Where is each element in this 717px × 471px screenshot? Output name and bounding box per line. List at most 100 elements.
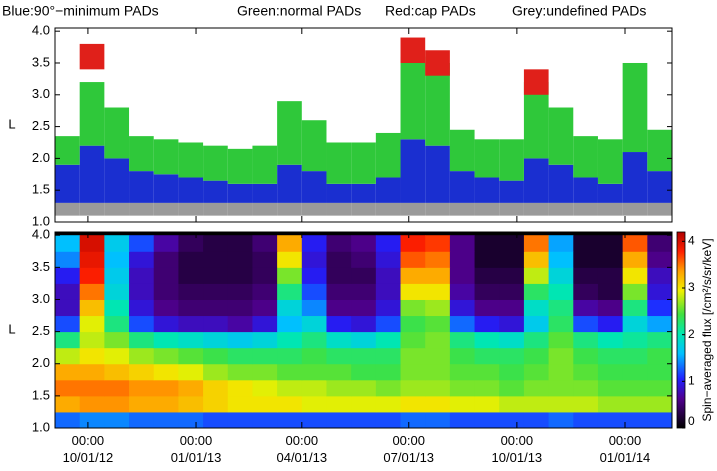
flux-cell (573, 315, 599, 333)
flux-cell (351, 411, 377, 429)
y-tick-label: 2.5 (32, 323, 50, 338)
flux-cell (351, 363, 377, 381)
flux-cell (375, 315, 402, 333)
flux-cell (252, 347, 278, 365)
x-tick-label: 00:00 01/01/13 (170, 433, 222, 465)
flux-cell (178, 395, 204, 413)
flux-cell (647, 251, 673, 268)
x-tick-label: 00:00 10/01/12 (62, 433, 114, 465)
flux-cell (277, 283, 303, 300)
flux-cell (425, 395, 451, 413)
flux-cell (573, 283, 599, 300)
flux-cell (573, 251, 599, 268)
flux-cell (351, 235, 377, 252)
legend-label: Green:normal PADs (237, 3, 361, 19)
flux-cell (400, 315, 426, 333)
pad-range (573, 136, 598, 178)
flux-cell (227, 235, 253, 252)
flux-cell (425, 299, 451, 317)
flux-cell (449, 251, 476, 268)
pad-range (622, 152, 648, 203)
flux-cell (573, 363, 599, 381)
flux-cell (548, 283, 574, 300)
flux-cell (499, 299, 525, 317)
flux-cell (203, 411, 229, 429)
flux-cell (55, 363, 81, 381)
flux-cell (449, 315, 476, 333)
flux-cell (499, 411, 525, 429)
flux-cell (178, 347, 204, 365)
pad-range (104, 107, 130, 159)
flux-cell (425, 235, 451, 252)
flux-cell (153, 251, 179, 268)
x-tick-label: 00:00 10/01/13 (491, 433, 543, 465)
flux-cell (548, 363, 574, 381)
pad-range (597, 139, 623, 184)
flux-cell (548, 267, 574, 284)
flux-cell (622, 379, 648, 397)
flux-cell (474, 315, 500, 333)
flux-cell (351, 379, 377, 397)
pad-range (55, 202, 80, 216)
flux-cell (573, 379, 599, 397)
flux-cell (301, 379, 327, 397)
flux-cell (252, 235, 278, 252)
y-tick-label: 4.0 (32, 23, 50, 38)
flux-cell (474, 299, 500, 317)
flux-cell (449, 379, 476, 397)
plot-frame (54, 231, 673, 429)
pad-range (178, 142, 204, 178)
flux-cell (227, 299, 253, 317)
flux-cell (153, 299, 179, 317)
flux-cell (499, 379, 525, 397)
colorbar-label: Spin−averaged flux [/cm²/s/sr/keV] (700, 238, 714, 421)
flux-cell (375, 267, 402, 284)
flux-cell (597, 299, 624, 317)
flux-cell (301, 315, 327, 333)
flux-cell (597, 283, 624, 300)
pad-range (351, 142, 376, 184)
flux-cell (301, 395, 327, 413)
flux-cell (400, 347, 426, 365)
flux-cell (104, 299, 130, 317)
flux-cell (153, 315, 179, 333)
flux-cell (227, 395, 253, 413)
flux-cell (326, 283, 352, 300)
flux-cell (104, 379, 130, 397)
flux-cell (79, 347, 105, 365)
flux-cell (326, 347, 352, 365)
flux-cell (425, 411, 451, 429)
flux-cell (375, 283, 402, 300)
pad-range (523, 69, 549, 95)
flux-cell (622, 315, 648, 333)
flux-cell (523, 395, 550, 413)
x-tick-label: 00:00 07/01/13 (383, 433, 435, 465)
flux-cell (55, 395, 81, 413)
flux-cell (252, 395, 278, 413)
flux-cell (351, 267, 377, 284)
flux-cell (622, 251, 648, 268)
x-tick-label: 00:00 04/01/13 (276, 433, 328, 465)
pad-range (178, 177, 204, 203)
pad-range (474, 177, 500, 203)
flux-cell (203, 379, 229, 397)
flux-cell (153, 267, 179, 284)
flux-cell (474, 251, 500, 268)
flux-cell (523, 363, 550, 381)
pad-range (548, 164, 574, 203)
y-tick-label: 4.0 (32, 227, 50, 242)
flux-cell (548, 379, 574, 397)
pad-range (203, 202, 228, 216)
pad-range (622, 202, 648, 216)
flux-cell (573, 299, 599, 317)
flux-cell (79, 363, 105, 381)
colorbar-tick-label: 3 (688, 280, 695, 294)
flux-cell (79, 235, 105, 252)
y-tick-label: 3.5 (32, 259, 50, 274)
flux-cell (375, 251, 402, 268)
flux-cell (375, 379, 402, 397)
y-tick-label: 3.0 (32, 291, 50, 306)
flux-cell (79, 267, 105, 284)
flux-cell (449, 395, 476, 413)
flux-cell (573, 395, 599, 413)
